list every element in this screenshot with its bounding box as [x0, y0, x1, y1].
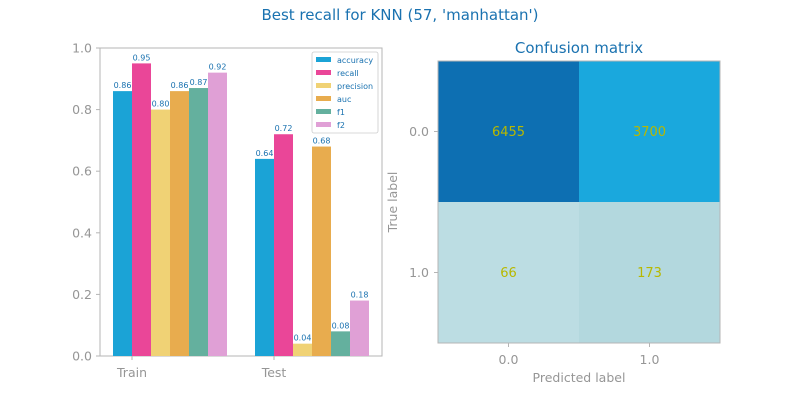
bar-accuracy-train	[113, 91, 132, 357]
figure-title: Best recall for KNN (57, 'manhattan')	[261, 6, 538, 24]
cm-cell	[438, 61, 579, 202]
legend-swatch-f1	[316, 109, 331, 114]
x-tick-label: Train	[116, 365, 147, 380]
data-label: 0.68	[313, 137, 331, 146]
cm-cell-value: 66	[500, 266, 517, 281]
bar-series	[113, 63, 369, 357]
cm-x-tick-label: 0.0	[499, 352, 519, 367]
y-tick-label: 1.0	[72, 41, 92, 56]
bar-f1-test	[331, 331, 350, 356]
bar-accuracy-test	[255, 158, 274, 356]
data-label: 0.87	[190, 78, 208, 87]
legend-label-recall: recall	[337, 69, 359, 78]
confusion-matrix-frame	[437, 60, 721, 344]
data-label: 0.18	[351, 291, 369, 300]
data-label: 0.72	[275, 124, 293, 133]
bar-data-labels: 0.860.950.800.86 0.870.920.640.720.040.68…	[114, 53, 369, 342]
cm-y-tick-label: 1.0	[409, 265, 429, 280]
bar-auc-train	[170, 91, 189, 357]
bar-x-axis: Train Test	[116, 356, 286, 380]
data-label: 0.04	[294, 334, 312, 343]
legend-swatch-auc	[316, 96, 331, 101]
confusion-matrix-title: Confusion matrix	[515, 39, 643, 57]
bar-recall-train	[132, 63, 151, 357]
cm-xlabel: Predicted label	[533, 370, 626, 385]
cm-cell-value: 6455	[492, 125, 525, 140]
bar-chart: 0.0 0.2 0.4 0.6 0.8 1.0 Train Test 0.86 0.95 0.8…	[72, 41, 383, 380]
legend-label-f2: f2	[337, 121, 345, 130]
y-tick-label: 0.6	[72, 164, 92, 179]
data-label: 0.64	[256, 149, 274, 158]
legend-swatch-recall	[316, 70, 331, 75]
cm-cell-value: 3700	[633, 125, 666, 140]
confusion-matrix-axes: 0.0 1.0 0.0 1.0	[409, 124, 659, 367]
data-label: 0.80	[152, 100, 170, 109]
bar-precision-test	[293, 343, 312, 356]
bar-y-axis: 0.0 0.2 0.4 0.6 0.8 1.0	[72, 41, 100, 364]
data-label: 0.95	[133, 53, 151, 62]
y-tick-label: 0.0	[72, 349, 92, 364]
bar-f1-train	[189, 88, 208, 356]
bar-plot-frame	[99, 47, 383, 357]
y-tick-label: 0.8	[72, 102, 92, 117]
data-label: 0.08	[332, 321, 350, 330]
legend-label-auc: auc	[337, 95, 351, 104]
bar-legend: accuracy recall precision auc f1 f2	[311, 51, 379, 134]
data-label: 0.86	[114, 81, 132, 90]
y-tick-label: 0.2	[72, 287, 92, 302]
data-label: 0.86	[171, 81, 189, 90]
cm-cell	[579, 202, 720, 343]
legend-swatch-precision	[316, 83, 331, 88]
cm-cell	[438, 202, 579, 343]
legend-label-f1: f1	[337, 108, 345, 117]
legend-label-accuracy: accuracy	[337, 56, 373, 65]
bar-f2-train	[208, 72, 227, 356]
bar-recall-test	[274, 134, 293, 356]
bar-precision-train	[151, 109, 170, 356]
bar-f2-test	[350, 300, 369, 356]
confusion-matrix-cells: 6455 3700 66 173	[438, 61, 720, 343]
cm-cell	[579, 61, 720, 202]
cm-y-tick-label: 0.0	[409, 124, 429, 139]
x-tick-label: Test	[261, 365, 287, 380]
bar-auc-test	[312, 146, 331, 356]
cm-cell-value: 173	[637, 266, 662, 281]
cm-ylabel: True label	[385, 172, 400, 234]
y-tick-label: 0.4	[72, 225, 92, 240]
legend-swatch-accuracy	[316, 57, 331, 62]
legend-swatch-f2	[316, 122, 331, 127]
data-label: 0.92	[209, 63, 227, 72]
cm-x-tick-label: 1.0	[640, 352, 660, 367]
legend-label-precision: precision	[337, 82, 373, 91]
